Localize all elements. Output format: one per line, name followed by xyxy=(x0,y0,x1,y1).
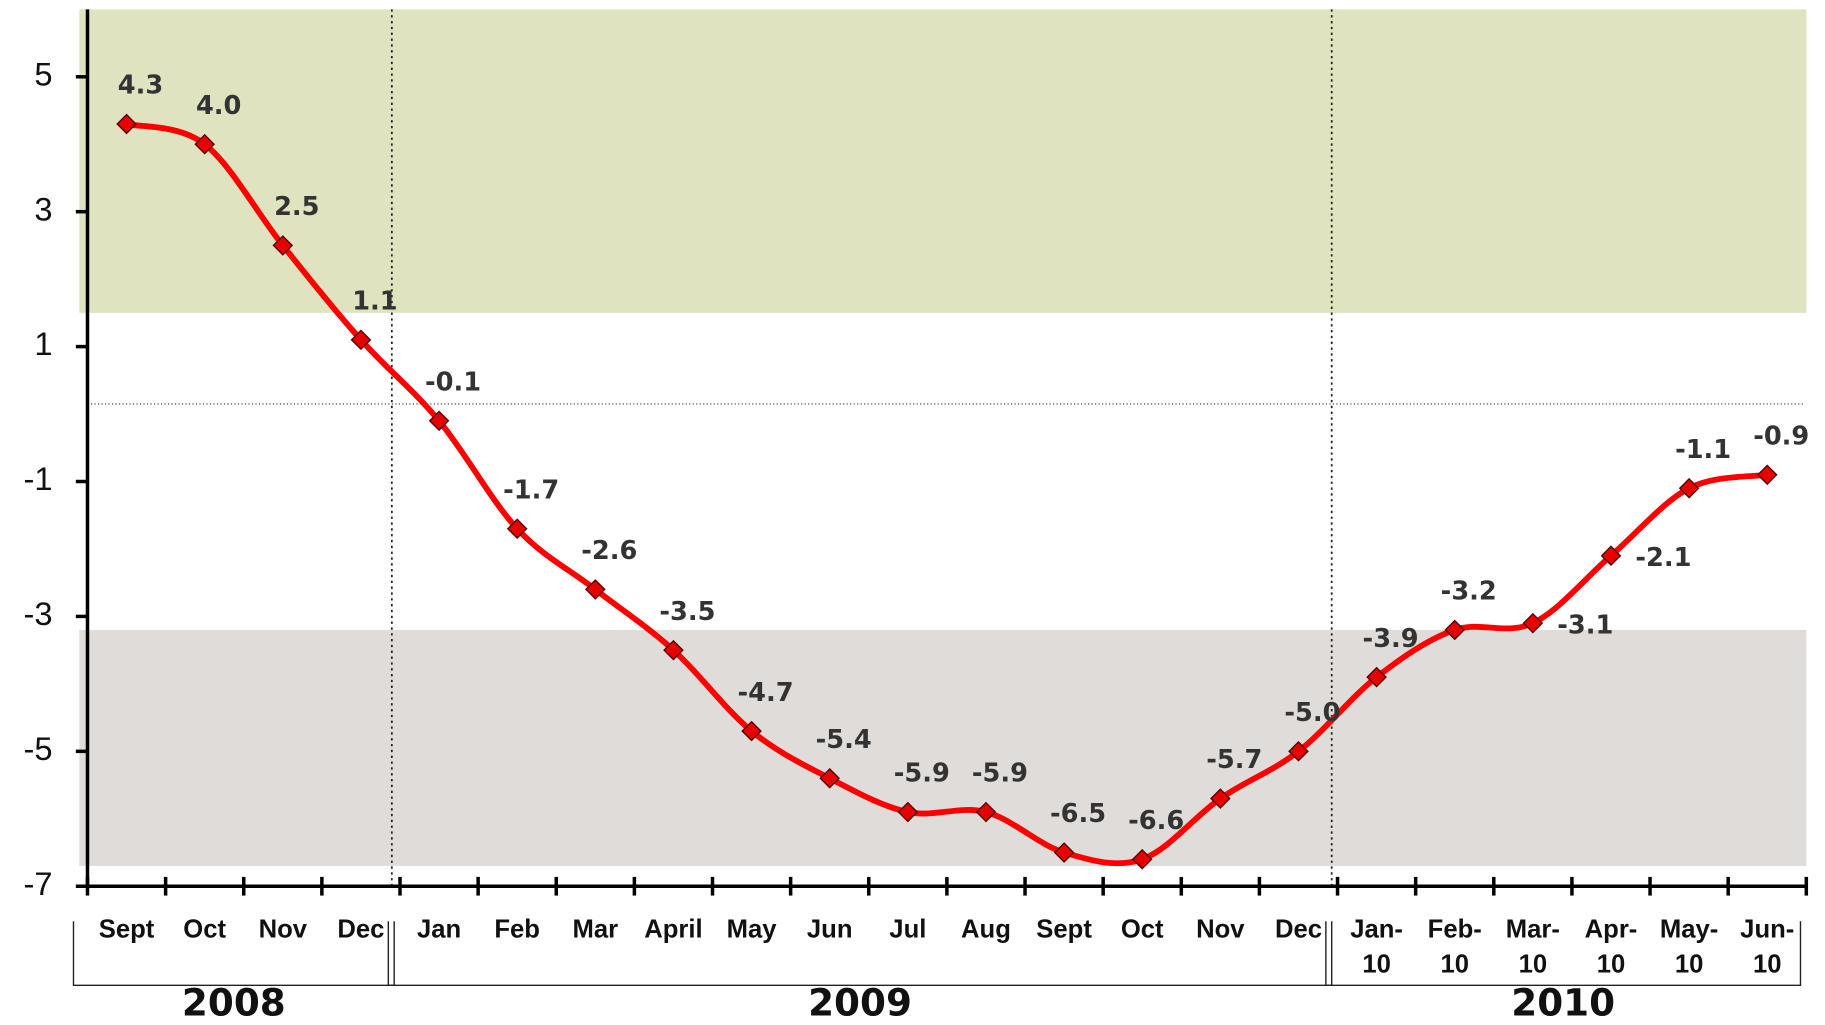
marker xyxy=(1600,545,1622,567)
y-tick-label: -3 xyxy=(23,595,52,632)
marker xyxy=(663,639,684,661)
group-label: 2008 xyxy=(182,981,286,1025)
x-tick-label: Apr-10 xyxy=(1585,915,1638,978)
marker xyxy=(1756,464,1778,486)
x-tick-label: Jun-10 xyxy=(1740,915,1794,978)
marker xyxy=(819,767,841,789)
x-tick-label: Oct xyxy=(183,915,226,943)
data-label: -6.6 xyxy=(1128,806,1184,836)
data-label: -2.6 xyxy=(581,536,637,566)
data-label: -5.9 xyxy=(894,759,950,789)
x-tick-label: Jul xyxy=(889,915,926,943)
y-tick-label: -7 xyxy=(23,865,52,902)
data-label: -4.7 xyxy=(738,678,794,708)
x-tick-label: Jun xyxy=(807,915,853,943)
x-tick-label: May xyxy=(727,915,778,943)
group-label: 2010 xyxy=(1511,981,1615,1025)
marker xyxy=(194,133,215,155)
y-tick-label: -1 xyxy=(23,460,52,497)
marker xyxy=(1288,741,1309,762)
x-tick-label: Jan xyxy=(417,915,461,943)
marker xyxy=(1678,477,1700,499)
x-tick-label: Mar xyxy=(573,915,619,943)
marker xyxy=(116,113,137,135)
x-tick-label: May-10 xyxy=(1660,915,1718,978)
marker xyxy=(585,579,606,600)
x-tick-label: Aug xyxy=(961,915,1011,943)
y-tick-label: 3 xyxy=(34,190,52,227)
x-tick-label: Feb xyxy=(494,915,540,943)
marker xyxy=(741,720,762,742)
data-label: -5.7 xyxy=(1206,745,1262,775)
marker xyxy=(272,235,294,256)
marker xyxy=(1053,842,1075,863)
data-label: 2.5 xyxy=(274,192,319,222)
x-tick-label: April xyxy=(644,915,702,943)
data-label: -6.5 xyxy=(1050,799,1106,829)
marker xyxy=(1366,666,1387,688)
x-tick-label: Dec xyxy=(337,915,384,943)
y-tick-label: -5 xyxy=(23,730,52,767)
marker xyxy=(1444,619,1466,641)
data-label: -5.0 xyxy=(1284,698,1340,728)
marker xyxy=(1131,848,1153,870)
x-tick-label: Nov xyxy=(1196,915,1245,943)
data-label: -2.1 xyxy=(1635,543,1691,573)
x-tick-label: Dec xyxy=(1275,915,1322,943)
marker xyxy=(350,329,372,351)
y-tick-label: 1 xyxy=(34,325,52,362)
x-tick-label: Nov xyxy=(259,915,308,943)
band xyxy=(79,629,1807,866)
data-label: -0.9 xyxy=(1753,421,1809,451)
group-label: 2009 xyxy=(808,981,912,1025)
x-tick-label: Sept xyxy=(1036,915,1092,943)
x-tick-label: Feb-10 xyxy=(1428,915,1482,978)
marker xyxy=(975,801,997,823)
group-bracket xyxy=(1325,921,1802,987)
data-label: -5.4 xyxy=(816,725,872,755)
x-tick-label: Sept xyxy=(99,915,155,943)
data-label: -5.9 xyxy=(972,759,1028,789)
data-label: 4.0 xyxy=(196,91,241,121)
x-tick-label: Jan-10 xyxy=(1350,915,1403,978)
marker xyxy=(428,410,450,432)
band xyxy=(79,9,1807,313)
marker xyxy=(506,518,528,540)
marker xyxy=(1522,612,1544,634)
line xyxy=(125,121,1768,867)
group-bracket xyxy=(72,921,395,987)
data-label: -3.1 xyxy=(1557,611,1613,641)
x-tick-label: Oct xyxy=(1121,915,1164,943)
data-label: -3.9 xyxy=(1363,624,1419,654)
group-bracket xyxy=(387,921,1333,987)
data-label: 1.1 xyxy=(352,287,397,317)
y-tick-label: 5 xyxy=(34,55,52,92)
data-label: -1.1 xyxy=(1675,435,1731,465)
data-label: -3.5 xyxy=(659,597,715,627)
data-label: -3.2 xyxy=(1441,577,1497,607)
x-tick-label: Mar-10 xyxy=(1506,915,1560,978)
marker xyxy=(1210,788,1231,809)
data-label: 4.3 xyxy=(118,71,163,101)
data-label: -0.1 xyxy=(425,367,481,397)
data-label: -1.7 xyxy=(503,475,559,505)
marker xyxy=(897,801,919,823)
